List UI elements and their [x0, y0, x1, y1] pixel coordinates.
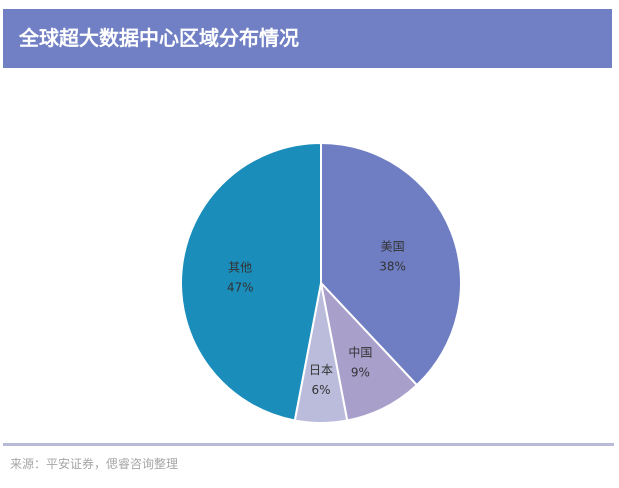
title-banner: 全球超大数据中心区域分布情况 [3, 9, 612, 68]
slice-label-value: 47% [227, 280, 254, 294]
slice-label-name: 美国 [381, 240, 405, 254]
pie-slice-0 [320, 141, 462, 387]
pie-slice-1 [319, 279, 419, 422]
chart-title: 全球超大数据中心区域分布情况 [19, 26, 299, 50]
slice-label-value: 9% [351, 365, 370, 379]
pie-labels: 美国 38% 中国 9% 日本 6% 其他 47% [227, 240, 406, 398]
slice-label-name: 日本 [309, 363, 333, 377]
slice-label-name: 其他 [228, 260, 252, 274]
slice-label-value: 6% [311, 383, 330, 397]
slice-label-name: 中国 [348, 344, 372, 359]
footer-divider [3, 443, 614, 446]
pie-slices [180, 141, 462, 424]
pie-chart: 美国 38% 中国 9% 日本 6% 其他 47% [180, 141, 462, 424]
slice-label-value: 38% [379, 260, 406, 274]
pie-slice-3 [180, 141, 322, 422]
source-note: 来源：平安证券，偲睿咨询整理 [10, 457, 179, 471]
